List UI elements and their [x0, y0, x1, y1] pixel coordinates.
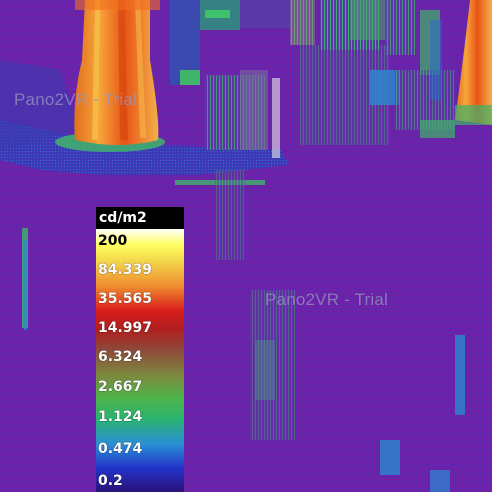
legend-tick: 14.997	[98, 320, 153, 336]
luminance-legend: cd/m2 200 84.339 35.565 14.997 6.324 2.6…	[96, 207, 184, 492]
legend-unit-title: cd/m2	[96, 207, 184, 229]
legend-tick: 2.667	[98, 379, 143, 395]
legend-tick: 35.565	[98, 291, 153, 307]
legend-tick: 1.124	[98, 409, 143, 425]
legend-tick: 0.474	[98, 441, 143, 457]
legend-tick: 200	[98, 233, 128, 249]
legend-color-bar: 200 84.339 35.565 14.997 6.324 2.667 1.1…	[96, 229, 184, 492]
watermark-text: Pano2VR - Trial	[14, 90, 137, 109]
legend-tick: 0.2	[98, 473, 123, 489]
legend-tick: 6.324	[98, 349, 143, 365]
legend-tick: 84.339	[98, 262, 153, 278]
watermark-text: Pano2VR - Trial	[265, 290, 388, 309]
